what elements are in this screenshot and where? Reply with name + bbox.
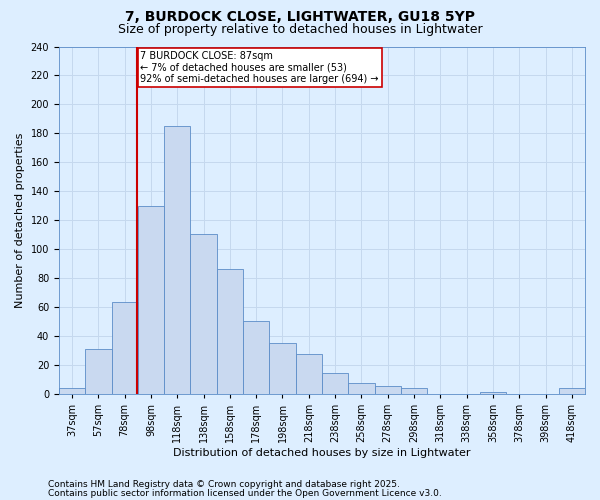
Text: Size of property relative to detached houses in Lightwater: Size of property relative to detached ho… (118, 22, 482, 36)
Bar (85, 348, 112, 394)
Text: 7 BURDOCK CLOSE: 87sqm
← 7% of detached houses are smaller (53)
92% of semi-deta: 7 BURDOCK CLOSE: 87sqm ← 7% of detached … (140, 51, 379, 84)
Bar (480, 392, 506, 394)
Bar (269, 343, 296, 394)
X-axis label: Distribution of detached houses by size in Lightwater: Distribution of detached houses by size … (173, 448, 471, 458)
Text: Contains HM Land Registry data © Crown copyright and database right 2025.: Contains HM Land Registry data © Crown c… (48, 480, 400, 489)
Bar (322, 374, 348, 394)
Bar (374, 386, 401, 394)
Text: Contains public sector information licensed under the Open Government Licence v3: Contains public sector information licen… (48, 489, 442, 498)
Bar (190, 234, 217, 394)
Bar (112, 302, 138, 394)
Y-axis label: Number of detached properties: Number of detached properties (15, 132, 25, 308)
Bar (401, 388, 427, 394)
Bar (164, 126, 190, 394)
Text: 7, BURDOCK CLOSE, LIGHTWATER, GU18 5YP: 7, BURDOCK CLOSE, LIGHTWATER, GU18 5YP (125, 10, 475, 24)
Bar (348, 384, 374, 394)
Bar (59, 388, 85, 394)
Bar (217, 269, 243, 394)
Bar (296, 354, 322, 394)
Bar (243, 321, 269, 394)
Bar (138, 206, 164, 394)
Bar (559, 388, 585, 394)
